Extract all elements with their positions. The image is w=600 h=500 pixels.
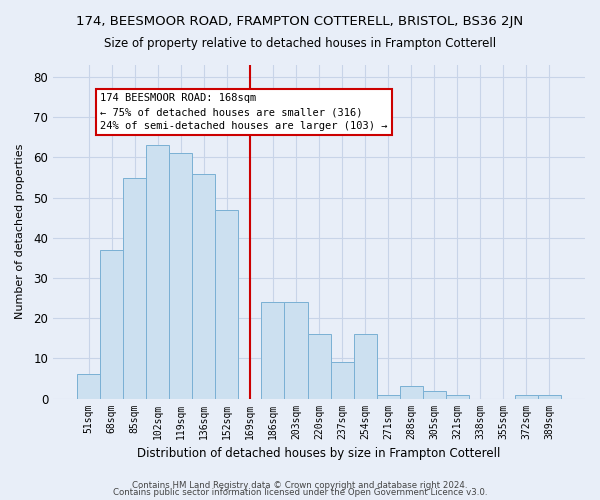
Bar <box>515 394 538 398</box>
Bar <box>422 390 446 398</box>
Bar <box>77 374 100 398</box>
Bar <box>193 174 215 398</box>
Text: Contains HM Land Registry data © Crown copyright and database right 2024.: Contains HM Land Registry data © Crown c… <box>132 480 468 490</box>
Bar <box>169 154 193 398</box>
Y-axis label: Number of detached properties: Number of detached properties <box>15 144 25 320</box>
Text: Size of property relative to detached houses in Frampton Cotterell: Size of property relative to detached ho… <box>104 38 496 51</box>
Bar <box>308 334 331 398</box>
Bar <box>331 362 353 398</box>
Bar <box>284 302 308 398</box>
Bar <box>100 250 124 398</box>
Bar <box>446 394 469 398</box>
Text: 174, BEESMOOR ROAD, FRAMPTON COTTERELL, BRISTOL, BS36 2JN: 174, BEESMOOR ROAD, FRAMPTON COTTERELL, … <box>76 15 524 28</box>
X-axis label: Distribution of detached houses by size in Frampton Cotterell: Distribution of detached houses by size … <box>137 447 501 460</box>
Text: 174 BEESMOOR ROAD: 168sqm
← 75% of detached houses are smaller (316)
24% of semi: 174 BEESMOOR ROAD: 168sqm ← 75% of detac… <box>100 93 388 131</box>
Bar <box>377 394 400 398</box>
Bar <box>215 210 238 398</box>
Bar <box>353 334 377 398</box>
Bar <box>124 178 146 398</box>
Bar <box>262 302 284 398</box>
Bar <box>146 146 169 398</box>
Bar <box>400 386 422 398</box>
Bar <box>538 394 561 398</box>
Text: Contains public sector information licensed under the Open Government Licence v3: Contains public sector information licen… <box>113 488 487 497</box>
